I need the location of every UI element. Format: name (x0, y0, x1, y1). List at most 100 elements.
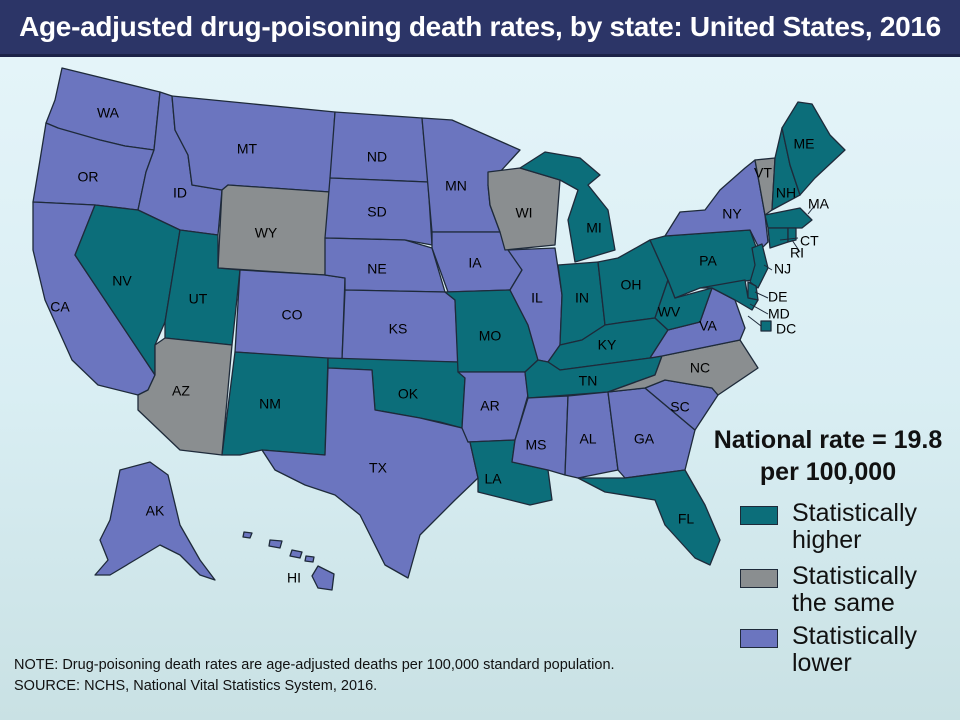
label-ut: UT (189, 291, 208, 307)
legend-label-higher: Statistically higher (792, 500, 960, 554)
state-nd (329, 111, 429, 183)
label-ny: NY (722, 206, 742, 222)
state-md (699, 279, 759, 311)
label-mo: MO (479, 328, 502, 344)
label-ca: CA (50, 299, 70, 315)
label-tx: TX (369, 460, 388, 476)
label-nv: NV (112, 273, 132, 289)
label-al: AL (579, 431, 596, 447)
de-leader-line (754, 291, 769, 299)
label-me: ME (794, 136, 815, 152)
state-sd (324, 177, 433, 246)
label-mi: MI (586, 220, 602, 236)
state-hi (242, 531, 335, 591)
label-ar: AR (480, 398, 499, 414)
label-de: DE (768, 289, 787, 305)
legend-label-lower: Statistically lower (792, 623, 960, 677)
label-tn: TN (579, 373, 598, 389)
state-ma (764, 207, 813, 229)
label-sd: SD (367, 204, 386, 220)
label-oh: OH (621, 277, 642, 293)
legend-label-same-line1: Statistically (792, 562, 918, 590)
dc-leader-line (747, 315, 762, 327)
md-leader-line (749, 303, 769, 315)
label-az: AZ (172, 383, 190, 399)
label-or: OR (78, 169, 99, 185)
legend-label-lower-line2: lower (792, 649, 852, 677)
state-ak (94, 461, 216, 581)
label-va: VA (699, 318, 717, 334)
label-mt: MT (237, 141, 258, 157)
state-dc (760, 320, 772, 332)
legend-label-lower-line1: Statistically (792, 622, 918, 650)
label-mn: MN (445, 178, 467, 194)
label-dc: DC (776, 321, 796, 337)
note-text: NOTE: Drug-poisoning death rates are age… (14, 657, 615, 673)
label-co: CO (282, 307, 303, 323)
legend-label-same: Statistically the same (792, 563, 960, 617)
state-wi (487, 167, 561, 251)
nj-leader-line (763, 264, 773, 271)
footnote: NOTE: Drug-poisoning death rates are age… (14, 655, 734, 697)
state-ct (767, 227, 789, 249)
label-wy: WY (255, 225, 278, 241)
label-wi: WI (515, 205, 532, 221)
label-ms: MS (526, 437, 547, 453)
title-bar (0, 0, 960, 57)
state-ri (787, 227, 797, 243)
legend-swatch-lower (740, 629, 778, 648)
source-text: SOURCE: NCHS, National Vital Statistics … (14, 678, 378, 694)
label-pa: PA (699, 253, 717, 269)
state-fl (577, 469, 721, 566)
label-ok: OK (398, 386, 419, 402)
label-ia: IA (468, 255, 482, 271)
legend-label-higher-line2: higher (792, 526, 862, 554)
ct-leader-line (779, 237, 799, 241)
state-tx (261, 367, 479, 579)
ma-leader-line (807, 203, 817, 215)
label-sc: SC (670, 399, 689, 415)
label-md: MD (768, 306, 790, 322)
legend-swatch-same (740, 569, 778, 588)
label-nm: NM (259, 396, 281, 412)
state-labels: WA OR CA ID NV MT WY UT AZ CO NM ND SD N… (50, 105, 829, 586)
legend-label-same-line2: the same (792, 589, 895, 617)
label-ky: KY (598, 337, 617, 353)
label-fl: FL (678, 511, 695, 527)
label-nh: NH (776, 185, 796, 201)
national-rate: National rate = 19.8 per 100,000 (700, 424, 956, 488)
state-al (564, 391, 619, 479)
state-nv (74, 204, 181, 376)
ri-leader-line (791, 239, 801, 253)
label-wv: WV (658, 304, 681, 320)
label-ne: NE (367, 261, 386, 277)
label-nd: ND (367, 149, 387, 165)
national-rate-line2: per 100,000 (759, 458, 897, 486)
label-ks: KS (389, 321, 408, 337)
page-title: Age-adjusted drug-poisoning death rates,… (19, 11, 941, 42)
state-me (781, 101, 846, 196)
state-mi (519, 151, 616, 263)
label-in: IN (575, 290, 589, 306)
label-hi: HI (287, 570, 301, 586)
label-nj: NJ (774, 261, 791, 277)
state-ut (164, 229, 241, 346)
label-ct: CT (800, 233, 819, 249)
state-az (137, 337, 233, 456)
legend-label-higher-line1: Statistically (792, 499, 918, 527)
label-vt: VT (754, 165, 772, 181)
label-ga: GA (634, 431, 655, 447)
label-id: ID (173, 185, 187, 201)
state-nj (749, 243, 769, 289)
label-il: IL (531, 290, 543, 306)
label-wa: WA (97, 105, 120, 121)
legend-swatch-higher (740, 506, 778, 525)
label-la: LA (484, 471, 502, 487)
national-rate-line1: National rate = 19.8 (713, 426, 943, 454)
label-ri: RI (790, 245, 804, 261)
label-ak: AK (146, 503, 165, 519)
label-ma: MA (808, 196, 830, 212)
label-nc: NC (690, 360, 710, 376)
